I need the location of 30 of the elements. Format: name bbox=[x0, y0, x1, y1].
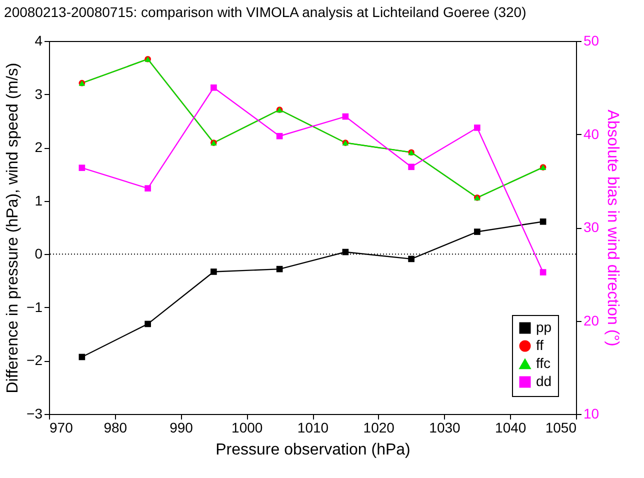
y2-axis-title: Absolute bias in wind direction (°) bbox=[604, 110, 622, 346]
y-axis-title: Difference in pressure (hPa), wind speed (m/s) bbox=[4, 62, 22, 394]
legend-label: dd bbox=[536, 373, 552, 389]
legend-label: ffc bbox=[536, 355, 551, 371]
legend-label: pp bbox=[536, 319, 552, 335]
y2-tick-label: 40 bbox=[584, 126, 600, 142]
x-tick-label: 970 bbox=[50, 420, 74, 436]
x-tick-label: 1000 bbox=[232, 420, 263, 436]
y2-tick-label: 30 bbox=[584, 219, 600, 235]
x-tick-label: 1030 bbox=[429, 420, 461, 436]
y-tick-label: 0 bbox=[34, 246, 43, 262]
y-tick-label: −3 bbox=[26, 406, 43, 422]
chart-title: 20080213-20080715: comparison with VIMOLA analysis at Lichteiland Goeree (320) bbox=[4, 4, 526, 20]
x-tick-label: 1010 bbox=[297, 420, 329, 436]
legend-label: ff bbox=[536, 337, 544, 353]
y2-tick-label: 10 bbox=[584, 406, 600, 422]
y-tick-label: 2 bbox=[34, 139, 43, 156]
x-tick-label: 1040 bbox=[495, 420, 526, 436]
y-tick-label: −2 bbox=[26, 352, 43, 368]
y-tick-label: −1 bbox=[26, 298, 43, 315]
y2-tick-label: 20 bbox=[584, 312, 600, 328]
y-tick-label: 1 bbox=[34, 192, 43, 208]
y2-tick-label: 50 bbox=[584, 32, 600, 48]
y-tick-label: 4 bbox=[34, 32, 43, 48]
x-tick-label: 980 bbox=[104, 420, 128, 436]
x-tick-label: 1020 bbox=[363, 420, 395, 436]
x-tick-label: 990 bbox=[170, 420, 194, 436]
x-axis-title: Pressure observation (hPa) bbox=[216, 442, 410, 458]
y-tick-label: 3 bbox=[34, 86, 43, 102]
x-tick-label: 1050 bbox=[545, 420, 577, 436]
